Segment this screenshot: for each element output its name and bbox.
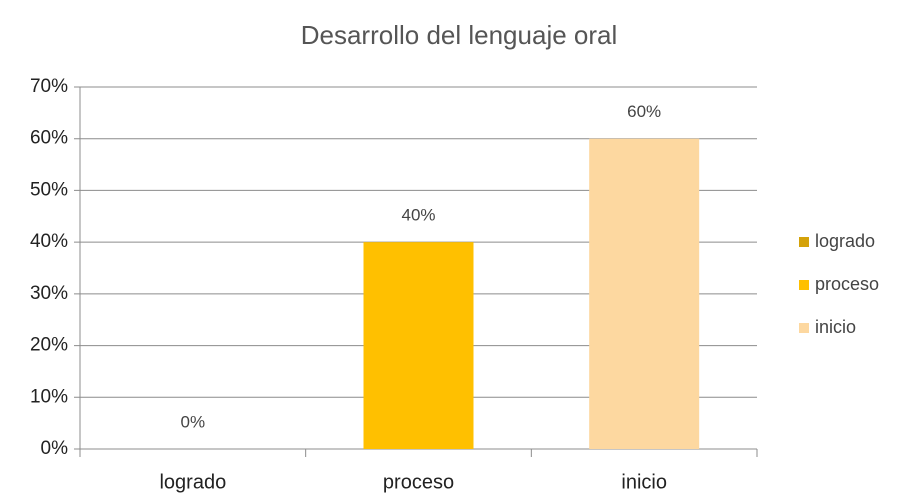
bar	[363, 242, 474, 449]
y-tick-label: 70%	[30, 76, 68, 97]
y-tick-label: 10%	[30, 386, 68, 407]
data-label: 40%	[401, 206, 435, 225]
legend-label: proceso	[815, 274, 879, 294]
y-tick-label: 20%	[30, 335, 68, 356]
y-tick-label: 40%	[30, 231, 68, 252]
data-label: 60%	[627, 102, 661, 121]
legend-label: logrado	[815, 231, 875, 251]
y-tick-label: 0%	[41, 438, 69, 459]
y-tick-label: 50%	[30, 179, 68, 200]
chart-title: Desarrollo del lenguaje oral	[301, 20, 618, 50]
y-tick-label: 30%	[30, 283, 68, 304]
legend-swatch	[799, 237, 809, 247]
bar	[589, 138, 700, 449]
legend-swatch	[799, 280, 809, 290]
legend-label: inicio	[815, 317, 856, 337]
x-tick-label: inicio	[621, 471, 667, 493]
y-tick-label: 60%	[30, 128, 68, 149]
data-label: 0%	[181, 412, 206, 431]
x-tick-label: logrado	[159, 471, 226, 493]
x-tick-label: proceso	[383, 471, 454, 493]
legend-swatch	[799, 323, 809, 333]
